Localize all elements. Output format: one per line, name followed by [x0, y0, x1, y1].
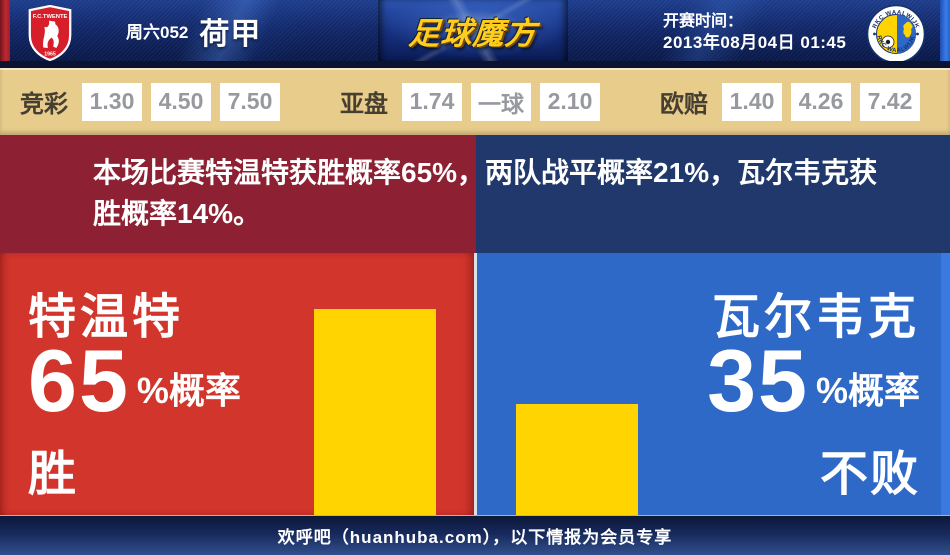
odds-bar: 竞彩 1.30 4.50 7.50 亚盘 1.74 一球 2.10 欧赔 1.4…	[0, 68, 950, 135]
home-probability: 65 %概率	[28, 331, 241, 430]
summary-band-left	[0, 135, 476, 253]
home-probability-bar	[314, 309, 436, 515]
odds-group-label: 竞彩	[20, 91, 68, 118]
odds-value-box: 1.74	[402, 82, 462, 121]
odds-group-label: 欧赔	[660, 91, 708, 118]
odds-value-box: 一球	[471, 82, 531, 121]
home-team-name: 特温特	[28, 291, 185, 344]
home-probability-value: 65	[28, 331, 130, 430]
league-name: 荷甲	[199, 17, 262, 51]
away-probability: 35 %概率	[707, 331, 920, 430]
header-bar: F.C.TWENTE 1965 周六052 荷甲 足球魔方 开赛时间： 2013…	[0, 0, 950, 68]
panel-divider	[474, 253, 477, 515]
match-summary-text: 本场比赛特温特获胜概率65%，两队战平概率21%，瓦尔韦克获胜概率14%。	[93, 157, 878, 229]
site-logo: 足球魔方	[407, 16, 539, 51]
odds-value-box: 2.10	[540, 82, 600, 121]
home-probability-suffix: %概率	[136, 370, 241, 411]
kickoff-time: 2013年08月04日 01:45	[663, 33, 847, 52]
away-probability-suffix: %概率	[815, 370, 920, 411]
odds-group-label: 亚盘	[340, 91, 388, 118]
home-crest-name: F.C.TWENTE	[33, 14, 68, 20]
match-number-label: 周六052	[126, 23, 189, 42]
odds-group-oupei: 欧赔 1.40 4.26 7.42	[660, 82, 920, 121]
odds-group-yapan: 亚盘 1.74 一球 2.10	[340, 82, 600, 121]
away-team-crest-icon: RKC WAALWIJK RKC WAALWIJK	[866, 4, 926, 69]
footer-bar: 欢呼吧（huanhuba.com），以下情报为会员专享	[0, 515, 950, 555]
odds-value-box: 7.42	[860, 82, 920, 121]
odds-value-box: 1.40	[722, 82, 782, 121]
match-info: 周六052 荷甲	[126, 0, 261, 61]
header-bottom-strip	[0, 61, 950, 68]
away-probability-value: 35	[707, 331, 809, 430]
summary-band: 本场比赛特温特获胜概率65%，两队战平概率21%，瓦尔韦克获胜概率14%。	[0, 135, 950, 253]
left-edge-stripe	[0, 0, 10, 61]
odds-value-box: 1.30	[82, 82, 142, 121]
kickoff-label: 开赛时间：	[663, 13, 744, 30]
odds-value-box: 4.26	[791, 82, 851, 121]
home-team-crest-icon: F.C.TWENTE 1965	[26, 4, 74, 66]
odds-group-jingcai: 竞彩 1.30 4.50 7.50	[20, 82, 280, 121]
site-logo-panel: 足球魔方	[378, 0, 568, 61]
odds-value-box: 7.50	[220, 82, 280, 121]
away-outcome-label: 不败	[819, 448, 920, 501]
probability-chart: 特温特 65 %概率 胜 瓦尔韦克 35 %概率 不败	[0, 253, 950, 515]
odds-value-box: 4.50	[151, 82, 211, 121]
home-outcome-label: 胜	[28, 448, 79, 501]
home-crest-year: 1965	[44, 51, 56, 57]
away-probability-bar	[516, 404, 638, 515]
footer-text: 欢呼吧（huanhuba.com），以下情报为会员专享	[277, 528, 673, 547]
kickoff-info: 开赛时间： 2013年08月04日 01:45	[663, 11, 846, 53]
away-team-name: 瓦尔韦克	[711, 291, 920, 344]
summary-band-right	[476, 135, 950, 253]
right-edge-stripe	[940, 0, 950, 61]
